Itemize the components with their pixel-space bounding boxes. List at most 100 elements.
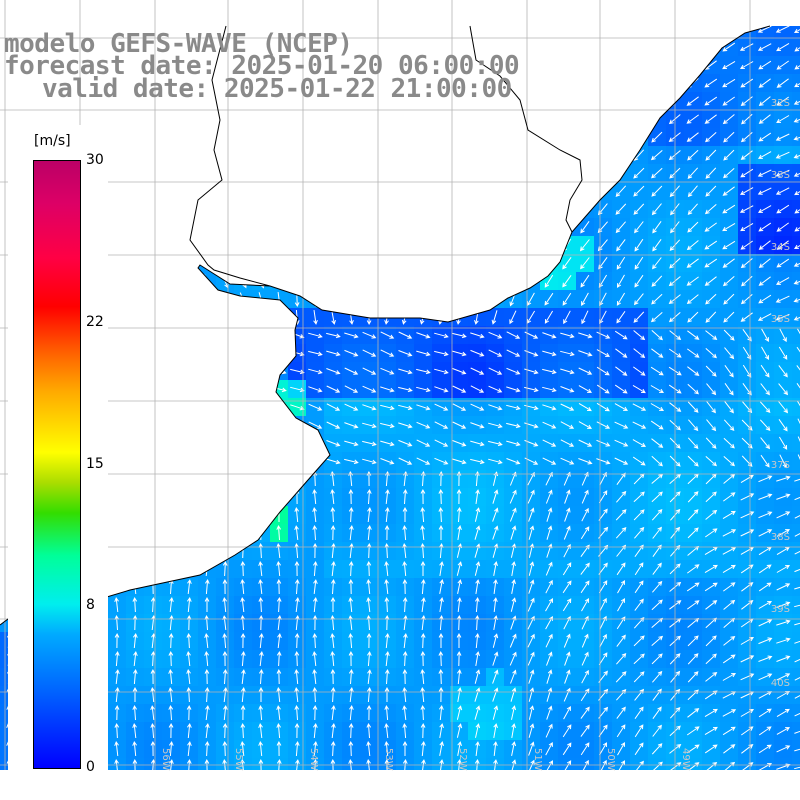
wind-arrow: [615, 59, 627, 71]
wind-arrow: [277, 130, 282, 145]
wind-speed-cell: [162, 164, 181, 183]
wind-arrow: [221, 148, 229, 163]
wind-speed-cell: [558, 164, 577, 183]
wind-speed-cell: [540, 182, 559, 201]
wind-speed-cell: [144, 488, 163, 507]
wind-arrow: [384, 560, 389, 577]
wind-arrow: [294, 147, 300, 164]
wind-arrow: [130, 239, 140, 252]
wind-arrow: [776, 240, 789, 250]
wind-arrow: [723, 149, 735, 161]
wind-arrow: [294, 632, 300, 649]
wind-arrow: [705, 528, 718, 538]
wind-speed-cell: [162, 434, 181, 453]
wind-arrow: [362, 422, 377, 429]
wind-arrow: [186, 704, 192, 721]
wind-arrow: [456, 723, 463, 738]
wind-arrow: [222, 238, 229, 253]
wind-speed-cell: [234, 758, 253, 770]
wind-arrow: [204, 238, 211, 253]
wind-arrow: [186, 560, 192, 577]
wind-arrow: [650, 312, 663, 323]
wind-speed-cell: [522, 74, 541, 93]
wind-speed-cell: [198, 218, 217, 237]
wind-arrow: [687, 167, 699, 179]
wind-arrow: [488, 385, 503, 393]
wind-arrow: [796, 365, 800, 378]
wind-arrow: [794, 727, 800, 734]
wind-speed-cell: [432, 164, 451, 183]
wind-arrow: [687, 149, 699, 161]
wind-arrow: [167, 166, 175, 181]
wind-arrow: [416, 457, 431, 465]
wind-arrow: [366, 704, 372, 721]
wind-arrow: [294, 578, 300, 595]
wind-arrow: [488, 440, 503, 447]
wind-arrow: [402, 26, 407, 37]
wind-arrow: [686, 744, 700, 754]
wind-speed-cell: [126, 200, 145, 219]
wind-speed-cell: [558, 128, 577, 147]
wind-arrow: [164, 332, 179, 339]
wind-arrow: [222, 668, 228, 685]
wind-speed-cell: [288, 470, 307, 489]
wind-speed-cell: [540, 200, 559, 219]
wind-arrow: [312, 291, 318, 308]
wind-arrow: [616, 706, 626, 719]
wind-arrow: [419, 130, 426, 145]
wind-arrow: [313, 147, 318, 164]
wind-arrow: [687, 527, 699, 539]
wind-arrow: [204, 668, 210, 685]
wind-speed-cell: [468, 236, 487, 255]
wind-arrow: [776, 727, 790, 735]
wind-arrow: [562, 130, 572, 144]
wind-speed-cell: [396, 110, 415, 129]
wind-arrow: [488, 331, 503, 339]
wind-arrow: [579, 239, 590, 252]
wind-speed-cell: [792, 524, 800, 543]
wind-speed-cell: [144, 146, 163, 165]
wind-arrow: [456, 668, 462, 685]
wind-arrow: [132, 722, 137, 739]
wind-arrow: [524, 386, 539, 393]
wind-arrow: [186, 758, 192, 770]
wind-arrow: [348, 219, 354, 236]
wind-speed-cell: [360, 200, 379, 219]
wind-arrow: [776, 708, 790, 718]
wind-arrow: [509, 202, 517, 217]
wind-arrow: [776, 673, 791, 681]
wind-speed-cell: [198, 416, 217, 435]
wind-arrow: [457, 579, 463, 594]
wind-arrow: [617, 579, 626, 594]
wind-arrow: [633, 26, 645, 35]
wind-arrow: [470, 440, 485, 447]
wind-speed-cell: [252, 218, 271, 237]
wind-arrow: [236, 349, 251, 357]
wind-speed-cell: [468, 182, 487, 201]
wind-arrow: [687, 437, 699, 449]
wind-speed-cell: [252, 344, 271, 363]
wind-arrow: [203, 292, 211, 307]
wind-speed-cell: [522, 254, 541, 273]
wind-speed-cell: [396, 254, 415, 273]
wind-arrow: [509, 310, 517, 325]
wind-arrow: [128, 386, 143, 393]
wind-arrow: [580, 562, 590, 575]
wind-arrow: [128, 367, 143, 375]
wind-speed-cell: [450, 200, 469, 219]
wind-speed-cell: [792, 596, 800, 615]
wind-speed-cell: [234, 362, 253, 381]
wind-arrow: [239, 112, 247, 127]
wind-arrow: [133, 489, 138, 504]
wind-speed-cell: [576, 146, 595, 165]
wind-speed-cell: [594, 74, 613, 93]
wind-arrow: [185, 310, 193, 325]
wind-speed-cell: [324, 146, 343, 165]
wind-arrow: [186, 506, 191, 523]
wind-arrow: [312, 255, 318, 272]
wind-arrow: [402, 506, 408, 522]
wind-speed-cell: [540, 758, 559, 770]
wind-speed-cell: [126, 542, 145, 561]
wind-speed-cell: [378, 146, 397, 165]
wind-arrow: [650, 385, 665, 394]
